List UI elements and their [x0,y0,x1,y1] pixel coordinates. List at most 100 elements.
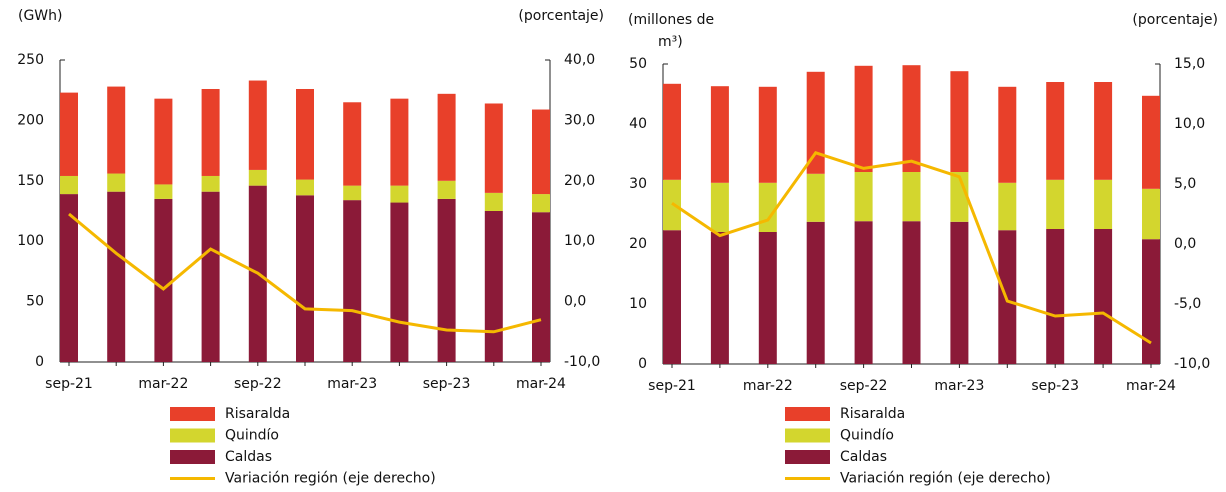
bar-segment [1142,239,1160,364]
legend-label: Quindío [840,428,894,444]
bar-segment [437,180,456,199]
bar-segment [758,232,777,364]
bar-segment [806,71,825,174]
bar-segment [390,98,409,186]
y-axis-label: m³) [658,34,683,50]
bar-segment [902,221,921,364]
bar-segment [484,192,503,211]
bar-segment [60,175,78,195]
x-tick-label: sep-21 [648,378,696,394]
legend-label: Caldas [840,449,887,465]
y2-tick-label: 20,0 [564,173,595,189]
bar-segment [437,198,456,362]
bar-segment [854,221,873,364]
bar-segment [1094,229,1113,364]
y-tick-label: 100 [17,233,44,249]
legend-label: Variación región (eje derecho) [225,471,436,487]
legend-swatch [785,407,830,421]
bar-segment [248,169,267,186]
y-tick-label: 150 [17,173,44,189]
bar-segment [154,198,173,362]
legend-swatch [785,450,830,464]
bar-segment [248,80,267,170]
y-tick-label: 250 [17,52,44,68]
x-tick-label: mar-24 [1126,378,1176,394]
bar-segment [758,182,777,232]
bar-segment [201,191,220,362]
y2-tick-label: 10,0 [564,233,595,249]
legend-label: Risaralda [840,406,905,422]
bar-segment [806,173,825,222]
x-tick-label: mar-23 [934,378,984,394]
bar-segment [296,88,314,180]
y-tick-label: 10 [629,296,647,312]
bar-segment [154,98,173,185]
bar-segment [532,212,550,362]
bar-segment [60,92,78,176]
y-tick-label: 50 [26,294,44,310]
bar-segment [437,93,456,181]
bar-segment [532,109,550,195]
y-axis-label: (millones de [628,12,714,28]
legend-label: Risaralda [225,406,290,422]
bar-segment [107,86,126,174]
y2-tick-label: 0,0 [564,294,586,310]
x-tick-label: mar-23 [327,376,377,392]
y-tick-label: 50 [629,56,647,72]
y2-tick-label: -5,0 [1174,296,1201,312]
bar-segment [710,232,729,364]
y2-tick-label: 40,0 [564,52,595,68]
y2-tick-label: 30,0 [564,112,595,128]
bar-segment [296,195,314,362]
bar-segment [201,175,220,192]
bar-segment [758,86,777,183]
bar-segment [390,202,409,362]
bar-segment [1046,179,1065,229]
bar-segment [998,182,1017,231]
bar-segment [154,184,173,199]
bar-segment [107,173,126,192]
bar-segment [343,185,362,201]
y2-tick-label: -10,0 [564,354,600,370]
y2-axis-label: (porcentaje) [518,8,604,24]
x-tick-label: sep-23 [1031,378,1079,394]
x-tick-label: mar-22 [138,376,188,392]
legend-label: Variación región (eje derecho) [840,471,1051,487]
bar-segment [1094,179,1113,229]
bar-segment [1046,229,1065,364]
y-axis-label: (GWh) [18,8,63,24]
line-series [68,212,542,334]
y2-tick-label: 5,0 [1174,176,1196,192]
y-tick-label: 0 [638,356,647,372]
bar-segment [201,88,220,176]
x-tick-label: sep-22 [234,376,282,392]
x-tick-label: mar-24 [516,376,566,392]
bar-segment [107,191,126,362]
bar-segment [532,194,550,213]
bar-segment [663,230,681,364]
x-tick-label: mar-22 [743,378,793,394]
bar-segment [390,185,409,203]
bar-segment [854,65,873,172]
x-tick-label: sep-23 [423,376,471,392]
y-tick-label: 30 [629,176,647,192]
bar-segment [1142,95,1160,189]
bar-segment [296,179,314,196]
bar-segment [710,86,729,183]
bar-segment [343,200,362,362]
bar-segment [1142,188,1160,240]
bar-segment [902,172,921,222]
x-tick-label: sep-21 [45,376,93,392]
line-series [671,151,1152,345]
y-tick-label: 40 [629,116,647,132]
bar-segment [950,71,969,172]
y2-tick-label: 0,0 [1174,236,1196,252]
bar-segment [806,221,825,364]
bar-segment [484,211,503,362]
y-tick-label: 200 [17,112,44,128]
bar-segment [1094,82,1113,180]
y2-tick-label: 15,0 [1174,56,1205,72]
bar-segment [710,182,729,232]
legend-swatch [170,450,215,464]
